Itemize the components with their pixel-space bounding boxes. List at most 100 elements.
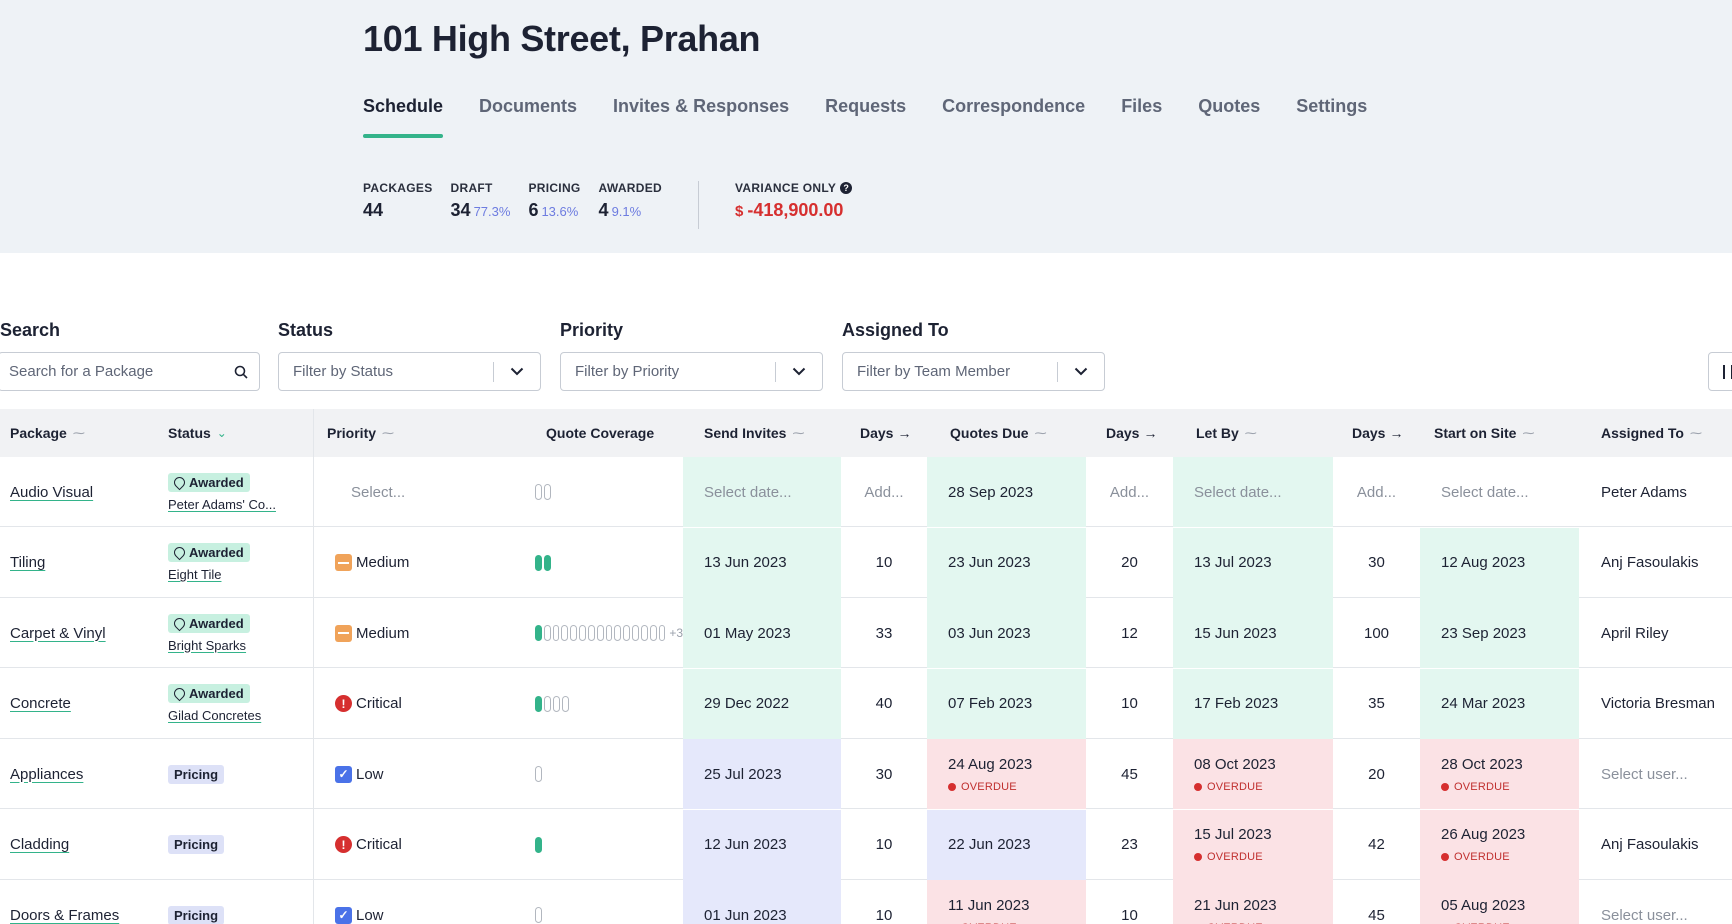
quotes-due-date-value[interactable]: 22 Jun 2023 (948, 836, 1031, 853)
tab-documents[interactable]: Documents (479, 96, 578, 116)
quote-coverage-bars[interactable] (535, 695, 683, 712)
quote-coverage-bars[interactable]: +3 (535, 625, 683, 641)
sort-icon[interactable]: ⁓ (1034, 426, 1047, 440)
days-value[interactable]: 20 (1121, 554, 1138, 571)
supplier-link[interactable]: Eight Tile (168, 567, 222, 582)
days-value[interactable]: 45 (1368, 906, 1385, 924)
days-input[interactable]: Add... (864, 483, 904, 501)
column-header-send-invites[interactable]: Send Invites ⁓ (704, 425, 805, 441)
column-header-status[interactable]: Status ⌄ (168, 425, 227, 441)
table-row[interactable]: Carpet & Vinyl Awarded Bright Sparks Medium… (0, 598, 1732, 668)
table-row[interactable]: Cladding Pricing ! Critical 12 Jun 2023 10 22 … (0, 809, 1732, 880)
table-row[interactable]: Concrete Awarded Gilad Concretes ! Critical 2… (0, 668, 1732, 739)
days-value[interactable]: 42 (1368, 836, 1385, 853)
let-by-date-value[interactable]: 21 Jun 2023 (1194, 896, 1277, 914)
days-input[interactable]: Add... (1109, 483, 1150, 501)
quotes-due-date-value[interactable]: 07 Feb 2023 (948, 695, 1033, 712)
column-header-start-on-site[interactable]: Start on Site ⁓ (1434, 425, 1535, 441)
priority-select[interactable]: Select... (351, 483, 406, 501)
sort-icon[interactable]: ⁓ (1522, 426, 1535, 440)
priority-select[interactable]: ! Critical (335, 695, 513, 712)
package-link[interactable]: Concrete (10, 695, 71, 712)
assigned-user-select[interactable]: Select user... (1601, 765, 1688, 783)
tab-invites-responses[interactable]: Invites & Responses (613, 96, 790, 116)
table-row[interactable]: Doors & Frames Pricing ✓ Low 01 Jun 2023 10 11… (0, 880, 1732, 924)
quotes-due-date-value[interactable]: 23 Jun 2023 (948, 554, 1031, 571)
days-value[interactable]: 35 (1368, 695, 1385, 712)
sort-icon[interactable]: ⁓ (1689, 426, 1702, 440)
question-circle-icon[interactable]: ? (840, 182, 853, 194)
days-value[interactable]: 10 (875, 906, 893, 924)
days-value[interactable]: 30 (1368, 554, 1385, 571)
column-header-days[interactable]: Days → (1106, 425, 1158, 441)
column-header-quote-coverage[interactable]: Quote Coverage (546, 425, 655, 441)
tab-files[interactable]: Files (1121, 96, 1163, 116)
send-invites-date-value[interactable]: 25 Jul 2023 (704, 765, 782, 783)
assigned-user[interactable]: Anj Fasoulakis (1601, 836, 1699, 853)
priority-select[interactable]: ! Critical (335, 836, 513, 853)
quote-coverage-bars[interactable] (535, 907, 683, 923)
package-link[interactable]: Tiling (10, 554, 46, 571)
chevron-down-icon[interactable] (776, 367, 822, 376)
supplier-link[interactable]: Peter Adams' Co... (168, 496, 276, 512)
send-invites-date-value[interactable]: 29 Dec 2022 (704, 695, 790, 712)
let-by-date-value[interactable]: 15 Jun 2023 (1194, 624, 1277, 642)
start-on-site-date-value[interactable]: 28 Oct 2023 (1441, 755, 1523, 773)
column-header-quotes-due[interactable]: Quotes Due ⁓ (950, 425, 1047, 441)
let-by-date-value[interactable]: 13 Jul 2023 (1194, 554, 1272, 571)
package-link[interactable]: Doors & Frames (10, 906, 120, 924)
package-link[interactable]: Cladding (10, 836, 70, 853)
days-value[interactable]: 23 (1121, 836, 1138, 853)
days-value[interactable]: 10 (1121, 695, 1138, 712)
tab-quotes[interactable]: Quotes (1198, 96, 1261, 116)
column-header-let-by[interactable]: Let By ⁓ (1196, 425, 1257, 441)
sort-icon[interactable]: ⁓ (72, 426, 85, 440)
quote-coverage-bars[interactable] (535, 836, 683, 853)
columns-toggle-button[interactable] (1708, 352, 1732, 391)
assigned-user-select[interactable]: Select user... (1601, 906, 1688, 924)
priority-select[interactable]: ✓ Low (335, 906, 513, 924)
table-row[interactable]: Tiling Awarded Eight Tile Medium 13 Jun 2023… (0, 527, 1732, 598)
quote-coverage-bars[interactable] (535, 484, 683, 500)
let-by-date-value[interactable]: 08 Oct 2023 (1194, 755, 1276, 773)
column-header-priority[interactable]: Priority ⁓ (327, 425, 395, 441)
days-input[interactable]: Add... (1356, 483, 1397, 501)
sort-icon[interactable]: ⁓ (792, 426, 805, 440)
quote-coverage-bars[interactable] (535, 766, 683, 782)
days-value[interactable]: 45 (1121, 765, 1138, 783)
tab-correspondence[interactable]: Correspondence (942, 96, 1086, 116)
start-on-site-date-value[interactable]: 26 Aug 2023 (1441, 826, 1526, 843)
let-by-date-value[interactable]: 17 Feb 2023 (1194, 695, 1279, 712)
days-value[interactable]: 12 (1121, 624, 1138, 642)
search-icon[interactable] (223, 365, 259, 379)
quotes-due-date-value[interactable]: 03 Jun 2023 (948, 624, 1031, 642)
days-value[interactable]: 40 (875, 695, 893, 712)
quotes-due-date-value[interactable]: 28 Sep 2023 (948, 483, 1034, 501)
sort-icon[interactable]: ⁓ (382, 426, 395, 440)
package-link[interactable]: Audio Visual (10, 483, 94, 501)
quotes-due-date-value[interactable]: 24 Aug 2023 (948, 755, 1033, 773)
chevron-down-icon[interactable] (1058, 367, 1104, 376)
days-value[interactable]: 10 (1121, 906, 1138, 924)
column-header-assigned-to[interactable]: Assigned To ⁓ (1601, 425, 1702, 441)
send-invites-date-value[interactable]: 01 Jun 2023 (704, 906, 787, 924)
start-on-site-date-value[interactable]: 12 Aug 2023 (1441, 554, 1526, 571)
priority-filter-select[interactable]: Filter by Priority (560, 352, 823, 391)
send-invites-date-value[interactable]: 01 May 2023 (704, 624, 791, 642)
date-picker[interactable]: Select date... (1441, 483, 1529, 501)
days-value[interactable]: 20 (1368, 765, 1385, 783)
column-header-package[interactable]: Package ⁓ (10, 425, 85, 441)
column-header-days[interactable]: Days → (860, 425, 912, 441)
search-input[interactable] (0, 363, 223, 380)
assigned-user[interactable]: Anj Fasoulakis (1601, 554, 1699, 571)
priority-select[interactable]: ✓ Low (335, 765, 513, 783)
sort-icon[interactable]: ⁓ (1244, 426, 1257, 440)
package-link[interactable]: Appliances (10, 765, 84, 783)
search-field[interactable] (0, 352, 260, 391)
date-picker[interactable]: Select date... (704, 483, 792, 501)
assigned-filter-select[interactable]: Filter by Team Member (842, 352, 1105, 391)
start-on-site-date-value[interactable]: 24 Mar 2023 (1441, 695, 1526, 712)
table-row[interactable]: Audio Visual Awarded Peter Adams' Co... Sel… (0, 457, 1732, 527)
days-value[interactable]: 10 (875, 554, 893, 571)
column-header-days[interactable]: Days → (1352, 425, 1404, 441)
